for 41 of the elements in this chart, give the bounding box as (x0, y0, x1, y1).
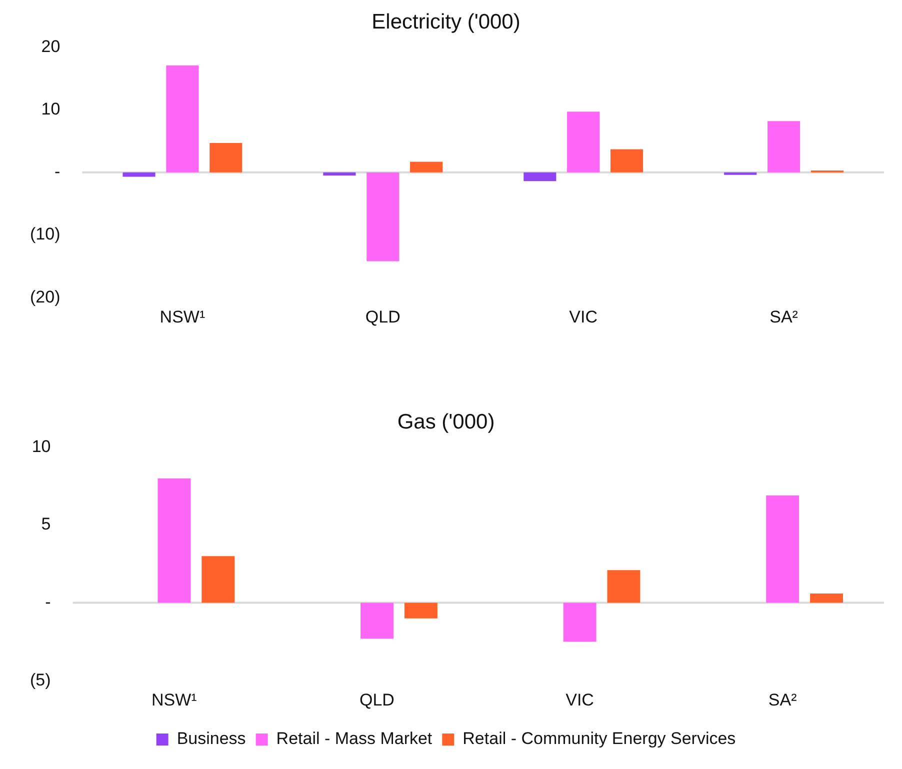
y-tick-label: 5 (41, 514, 51, 534)
bar (567, 112, 600, 172)
x-tick-label: QLD (360, 690, 394, 710)
y-tick-label: (5) (30, 670, 51, 690)
bar (366, 172, 400, 262)
bar (404, 602, 438, 618)
bar (766, 495, 800, 603)
y-tick-label: 10 (41, 99, 60, 118)
legend-label: Business (176, 729, 246, 748)
y-tick-label: (20) (30, 287, 60, 306)
bar (158, 478, 191, 603)
bar (767, 121, 800, 172)
y-tick-label: 10 (32, 436, 51, 456)
bar (122, 172, 156, 177)
bar (610, 149, 644, 172)
bar (563, 602, 596, 642)
x-tick-label: NSW¹ (152, 690, 198, 710)
bar (810, 593, 844, 603)
x-tick-label: QLD (365, 307, 400, 326)
bar (607, 570, 640, 603)
y-tick-label: (10) (30, 224, 60, 244)
legend-label: Retail - Community Energy Services (462, 729, 736, 748)
x-tick-label: NSW¹ (160, 307, 206, 326)
chart-title: Gas ('000) (397, 410, 495, 434)
y-tick-label: - (45, 592, 51, 612)
x-tick-label: SA² (770, 307, 798, 326)
chart-title: Electricity ('000) (372, 10, 520, 34)
bar (166, 65, 199, 172)
y-tick-label: - (54, 162, 60, 182)
bar (724, 172, 757, 175)
bar (323, 172, 356, 176)
y-tick-label: 20 (41, 36, 60, 56)
x-tick-label: SA² (768, 690, 798, 710)
bar (524, 172, 556, 182)
bar (410, 162, 443, 172)
bar (202, 556, 235, 603)
x-tick-label: VIC (569, 307, 598, 326)
legend-label: Retail - Mass Market (276, 729, 432, 748)
x-tick-label: VIC (566, 690, 594, 710)
bar (210, 142, 242, 172)
bar (360, 602, 394, 639)
